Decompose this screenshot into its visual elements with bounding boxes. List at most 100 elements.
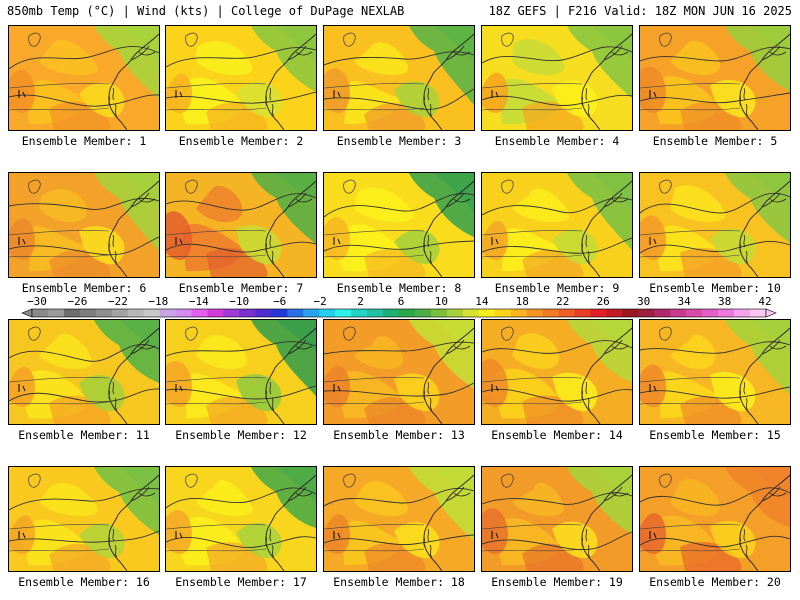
wind-barb bbox=[18, 90, 26, 98]
bay-coastline bbox=[739, 381, 749, 411]
ensemble-member-label: Ensemble Member: 16 bbox=[18, 575, 150, 589]
state-border bbox=[640, 524, 741, 552]
colorbar-swatch bbox=[111, 309, 129, 317]
colorbar-swatch bbox=[95, 309, 113, 317]
state-border bbox=[166, 230, 267, 258]
isotherm-line bbox=[9, 530, 159, 543]
lake-outline bbox=[501, 326, 514, 341]
field-patch bbox=[512, 333, 560, 370]
coastline-detail bbox=[603, 192, 629, 208]
state-border bbox=[324, 230, 425, 258]
field-patch bbox=[119, 26, 159, 64]
temperature-field bbox=[640, 467, 790, 571]
coastline-detail bbox=[130, 192, 156, 208]
lake-outline bbox=[659, 473, 672, 488]
colorbar-swatch bbox=[207, 309, 224, 317]
ensemble-member-label: Ensemble Member: 6 bbox=[21, 281, 147, 295]
temperature-field bbox=[482, 26, 632, 130]
ensemble-member-label: Ensemble Member: 9 bbox=[494, 281, 620, 295]
ensemble-member-label: Ensemble Member: 14 bbox=[491, 428, 623, 442]
lake-outline bbox=[659, 179, 672, 194]
ensemble-panel bbox=[639, 319, 791, 425]
lake-outline bbox=[28, 326, 41, 341]
temperature-field bbox=[9, 467, 159, 571]
field-patch bbox=[276, 467, 316, 503]
ensemble-member-label: Ensemble Member: 1 bbox=[21, 134, 147, 148]
ensemble-panel bbox=[481, 25, 633, 131]
temperature-field bbox=[166, 467, 316, 571]
colorbar-swatch bbox=[558, 309, 575, 317]
field-patch bbox=[166, 211, 192, 260]
field-patch bbox=[750, 26, 790, 56]
wind-barb bbox=[333, 90, 341, 98]
wind-barb bbox=[18, 384, 26, 392]
colorbar-swatch bbox=[383, 309, 400, 317]
isotherm-line bbox=[166, 487, 316, 509]
ensemble-member-label: Ensemble Member: 5 bbox=[652, 134, 778, 148]
coastline-detail bbox=[603, 339, 629, 355]
bay-coastline bbox=[739, 87, 749, 117]
field-patch bbox=[592, 467, 632, 499]
colorbar-swatch bbox=[175, 309, 192, 317]
ensemble-member-label: Ensemble Member: 10 bbox=[649, 281, 781, 295]
ensemble-member-label: Ensemble Member: 20 bbox=[649, 575, 781, 589]
colorbar-swatch bbox=[79, 309, 97, 317]
state-border bbox=[482, 230, 583, 258]
coastline bbox=[108, 327, 159, 424]
coastline bbox=[423, 33, 474, 130]
isotherm-line bbox=[640, 92, 790, 104]
temperature-field bbox=[640, 173, 790, 277]
coastline-detail bbox=[761, 45, 787, 61]
field-patch bbox=[750, 467, 790, 497]
wind-barb bbox=[491, 237, 499, 245]
wind-barb bbox=[175, 90, 183, 98]
state-border bbox=[640, 230, 741, 258]
colorbar-right-arrow bbox=[765, 308, 777, 318]
field-patch bbox=[750, 320, 790, 345]
field-patch bbox=[670, 40, 720, 76]
bay-coastline bbox=[108, 234, 118, 264]
state-border bbox=[166, 524, 267, 552]
field-patch bbox=[324, 68, 350, 113]
colorbar-swatch bbox=[191, 309, 208, 317]
field-patch bbox=[710, 371, 756, 412]
lake-outline bbox=[343, 32, 356, 47]
wind-barb bbox=[649, 237, 657, 245]
isotherm-line bbox=[324, 487, 474, 507]
lake-outline bbox=[28, 32, 41, 47]
field-patch bbox=[592, 173, 632, 210]
ensemble-member-label: Ensemble Member: 3 bbox=[336, 134, 462, 148]
coastline bbox=[423, 180, 474, 277]
bay-coastline bbox=[581, 234, 591, 264]
isotherm-line bbox=[324, 534, 474, 546]
colorbar-tick-label: −18 bbox=[148, 296, 168, 308]
coastline bbox=[581, 33, 632, 130]
coastline-detail bbox=[445, 192, 471, 208]
ensemble-panel bbox=[481, 172, 633, 278]
coastline-detail bbox=[287, 339, 313, 355]
colorbar-tick-label: 34 bbox=[677, 296, 691, 308]
isotherm-line bbox=[482, 388, 632, 402]
temperature-colorbar: −30 −26 −22 −18 −14 −10 −6 −2 2 6 10 14 18 22 26 30 34 38… bbox=[21, 296, 777, 318]
isotherm-line bbox=[482, 340, 632, 354]
wind-barb bbox=[18, 237, 26, 245]
ensemble-panel bbox=[323, 172, 475, 278]
bay-coastline bbox=[108, 528, 118, 558]
wind-barb bbox=[175, 237, 183, 245]
field-patch bbox=[9, 515, 35, 554]
coastline bbox=[423, 474, 474, 571]
state-border bbox=[9, 377, 110, 405]
temperature-field bbox=[324, 173, 474, 277]
field-patch bbox=[119, 320, 159, 353]
colorbar-swatch bbox=[143, 309, 160, 317]
field-patch bbox=[592, 26, 632, 58]
temperature-field bbox=[9, 173, 159, 277]
colorbar-swatch bbox=[574, 309, 591, 317]
field-patch bbox=[640, 66, 666, 113]
ensemble-panel bbox=[165, 172, 317, 278]
lake-outline bbox=[343, 326, 356, 341]
temperature-field bbox=[640, 26, 790, 130]
map-title: 850mb Temp (°C) | Wind (kts) | College o… bbox=[7, 4, 405, 18]
coastline bbox=[108, 474, 159, 571]
ensemble-panel bbox=[639, 466, 791, 572]
